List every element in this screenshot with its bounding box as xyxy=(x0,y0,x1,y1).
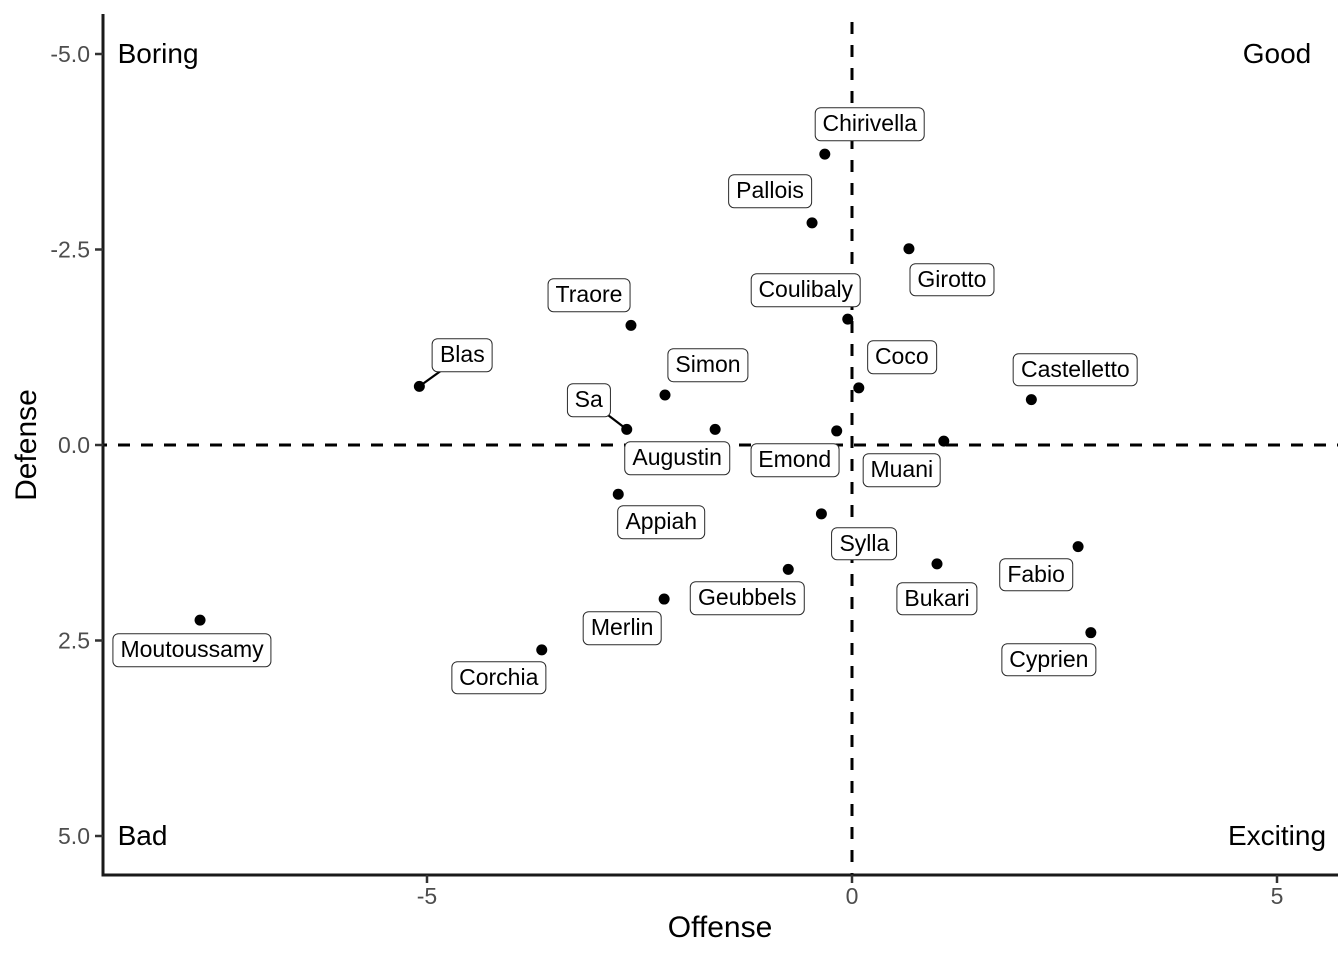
data-point xyxy=(1085,627,1097,639)
data-point xyxy=(782,563,794,575)
data-point xyxy=(853,382,865,394)
data-point xyxy=(709,423,721,435)
data-point xyxy=(815,508,827,520)
data-point xyxy=(194,614,206,626)
x-axis-tick-label: -5 xyxy=(417,883,437,909)
data-point xyxy=(1025,394,1037,406)
data-point xyxy=(903,243,915,255)
data-point xyxy=(659,389,671,401)
data-point xyxy=(819,148,831,160)
data-point xyxy=(536,644,548,656)
y-axis-tick-label: -2.5 xyxy=(50,237,90,263)
x-axis-tick-label: 0 xyxy=(846,883,859,909)
label-connector-segment xyxy=(588,399,628,431)
data-point xyxy=(621,423,633,435)
data-point xyxy=(413,380,425,392)
y-axis-tick-label: 5.0 xyxy=(58,823,90,849)
y-axis-tick-label: 0.0 xyxy=(58,432,90,458)
label-connector-segment xyxy=(418,354,463,388)
x-axis-tick-label: 5 xyxy=(1271,883,1284,909)
y-axis-title: Defense xyxy=(10,389,43,501)
data-point xyxy=(831,425,843,437)
quadrant-label-boring: Boring xyxy=(117,38,199,69)
data-point xyxy=(658,593,670,605)
data-point xyxy=(938,435,950,447)
data-point xyxy=(625,319,637,331)
quadrant-label-exciting: Exciting xyxy=(1227,820,1327,851)
x-axis-title: Offense xyxy=(667,911,773,944)
data-point xyxy=(1072,541,1084,553)
y-axis-tick-label: 2.5 xyxy=(58,628,90,654)
data-point xyxy=(842,313,854,325)
data-point xyxy=(806,217,818,229)
y-axis-tick-label: -5.0 xyxy=(50,41,90,67)
data-point xyxy=(612,488,624,500)
quadrant-label-bad: Bad xyxy=(117,820,168,851)
data-point xyxy=(931,558,943,570)
quadrant-label-good: Good xyxy=(1242,38,1312,69)
